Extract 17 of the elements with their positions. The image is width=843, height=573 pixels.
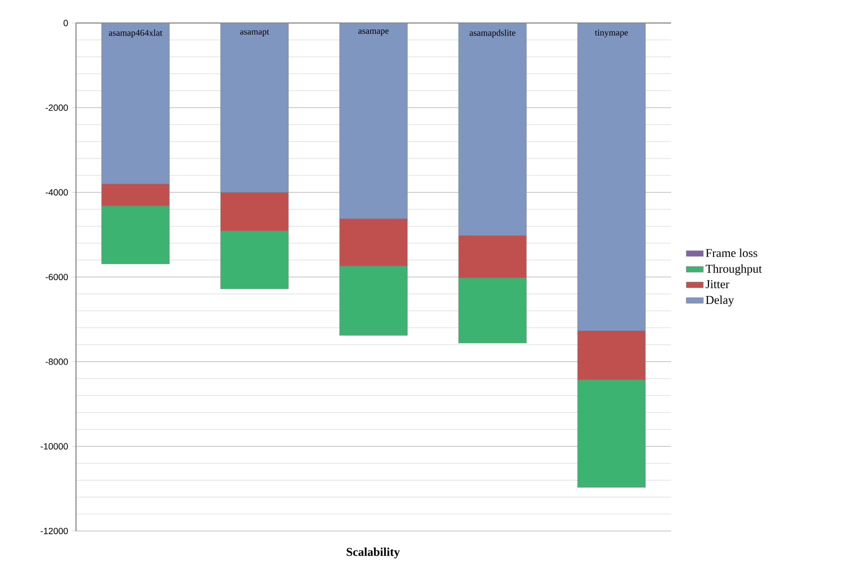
legend-label: Throughput — [706, 264, 762, 276]
y-tick-label: -6000 — [46, 274, 68, 280]
x-axis-title: Scalability — [346, 548, 400, 558]
x-tick-label: tinymape — [594, 30, 628, 38]
legend-label: Jitter — [706, 280, 730, 288]
legend-label: Delay — [706, 296, 734, 306]
y-tick-label: -10000 — [40, 443, 68, 450]
x-tick-label: asamapt — [240, 30, 270, 36]
y-tick-label: -2000 — [46, 104, 68, 111]
y-tick-label: 0 — [64, 20, 68, 26]
x-tick-label: asamap464xlat — [108, 30, 162, 38]
x-tick-label: asamapdslite — [470, 30, 516, 38]
y-tick-label: -8000 — [46, 358, 68, 365]
y-tick-label: -12000 — [40, 528, 68, 534]
y-tick-label: -4000 — [46, 189, 68, 196]
legend-label: Frame loss — [706, 248, 758, 258]
x-tick-label: asamape — [358, 30, 389, 36]
